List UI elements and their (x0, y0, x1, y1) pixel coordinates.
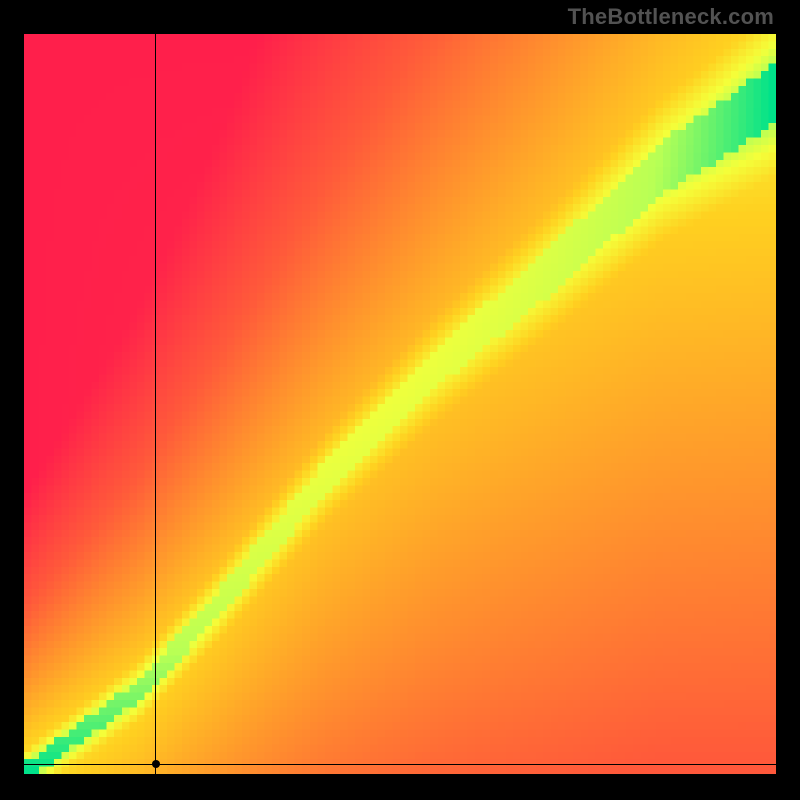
figure-root: { "watermark": { "text": "TheBottleneck.… (0, 0, 800, 800)
watermark-text: TheBottleneck.com (568, 4, 774, 30)
crosshair-vertical (155, 34, 156, 774)
crosshair-marker (152, 760, 160, 768)
heatmap-canvas (24, 34, 776, 774)
crosshair-horizontal (24, 764, 776, 765)
plot-area (24, 34, 776, 774)
